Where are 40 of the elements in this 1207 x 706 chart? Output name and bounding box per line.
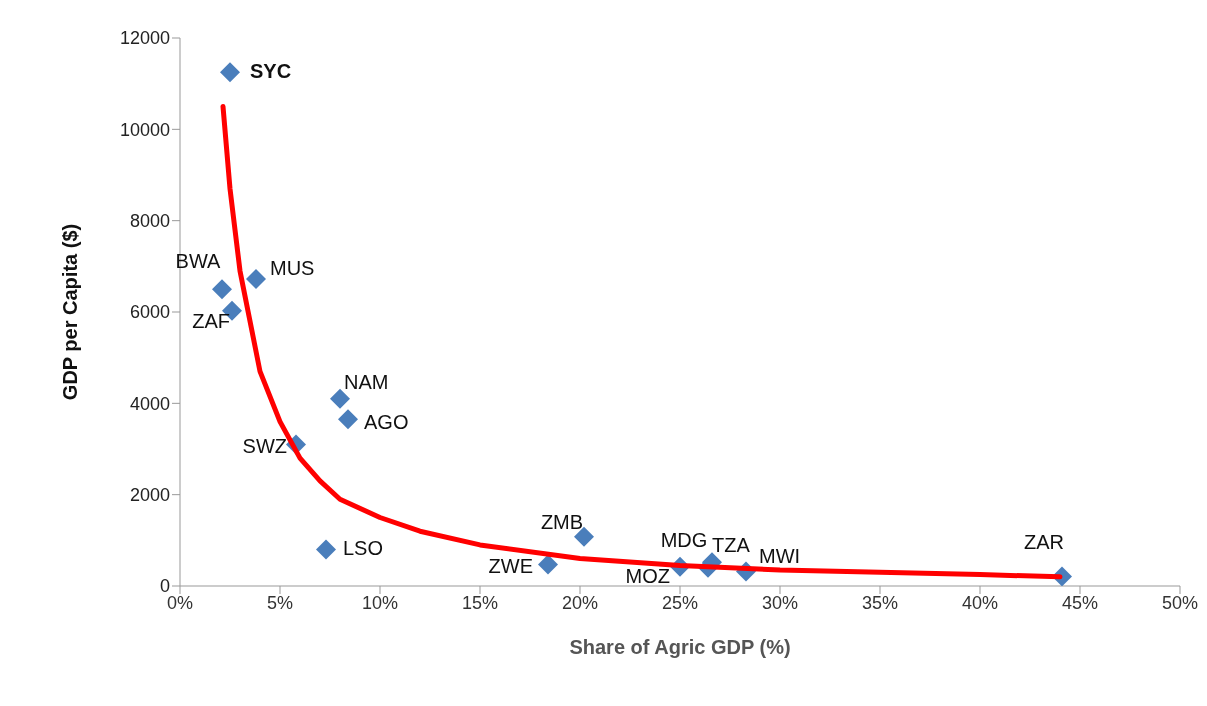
x-tick-label: 15%: [461, 592, 499, 613]
annotation: MUS: [270, 257, 315, 280]
x-tick-label: 5%: [266, 592, 294, 613]
x-tick-label: 30%: [761, 592, 799, 613]
point: [316, 539, 336, 560]
annotation: ZWE: [488, 554, 533, 577]
y-tick-label: 6000: [129, 302, 170, 323]
point: [330, 388, 350, 409]
annotation: LSO: [343, 537, 384, 560]
x-tick-label: 35%: [861, 592, 899, 613]
annotation: NAM: [344, 370, 389, 393]
point: [338, 409, 358, 430]
point: [538, 554, 558, 575]
point: [220, 62, 240, 83]
annotation: TZA: [712, 534, 751, 557]
annotation: SWZ: [242, 435, 287, 458]
annotation: MWI: [759, 545, 801, 568]
y-tick-label: 2000: [129, 485, 170, 506]
annotation: AGO: [364, 411, 409, 434]
annotation: ZAR: [1024, 531, 1064, 554]
annotation: MOZ: [625, 564, 670, 587]
annotation: ZAF: [192, 309, 230, 332]
annotation: SYC: [250, 60, 292, 83]
annotation: MDG: [660, 528, 708, 551]
x-axis-title: Share of Agric GDP (%): [569, 636, 791, 658]
y-tick-label: 4000: [129, 393, 170, 414]
x-tick-label: 45%: [1061, 592, 1099, 613]
point: [246, 269, 266, 290]
x-tick-label: 25%: [661, 592, 699, 613]
x-tick-label: 20%: [561, 592, 599, 613]
x-tick-label: 40%: [961, 592, 999, 613]
y-tick-label: 12000: [119, 28, 170, 49]
annotation: BWA: [175, 250, 222, 273]
x-tick-label: 50%: [1161, 592, 1199, 613]
y-tick-label: 10000: [119, 119, 170, 140]
y-tick-label: 8000: [129, 211, 170, 232]
point: [212, 279, 232, 300]
y-axis-title: GDP per Capita ($): [59, 223, 82, 401]
annotation: ZMB: [540, 510, 584, 533]
x-tick-label: 10%: [361, 592, 399, 613]
